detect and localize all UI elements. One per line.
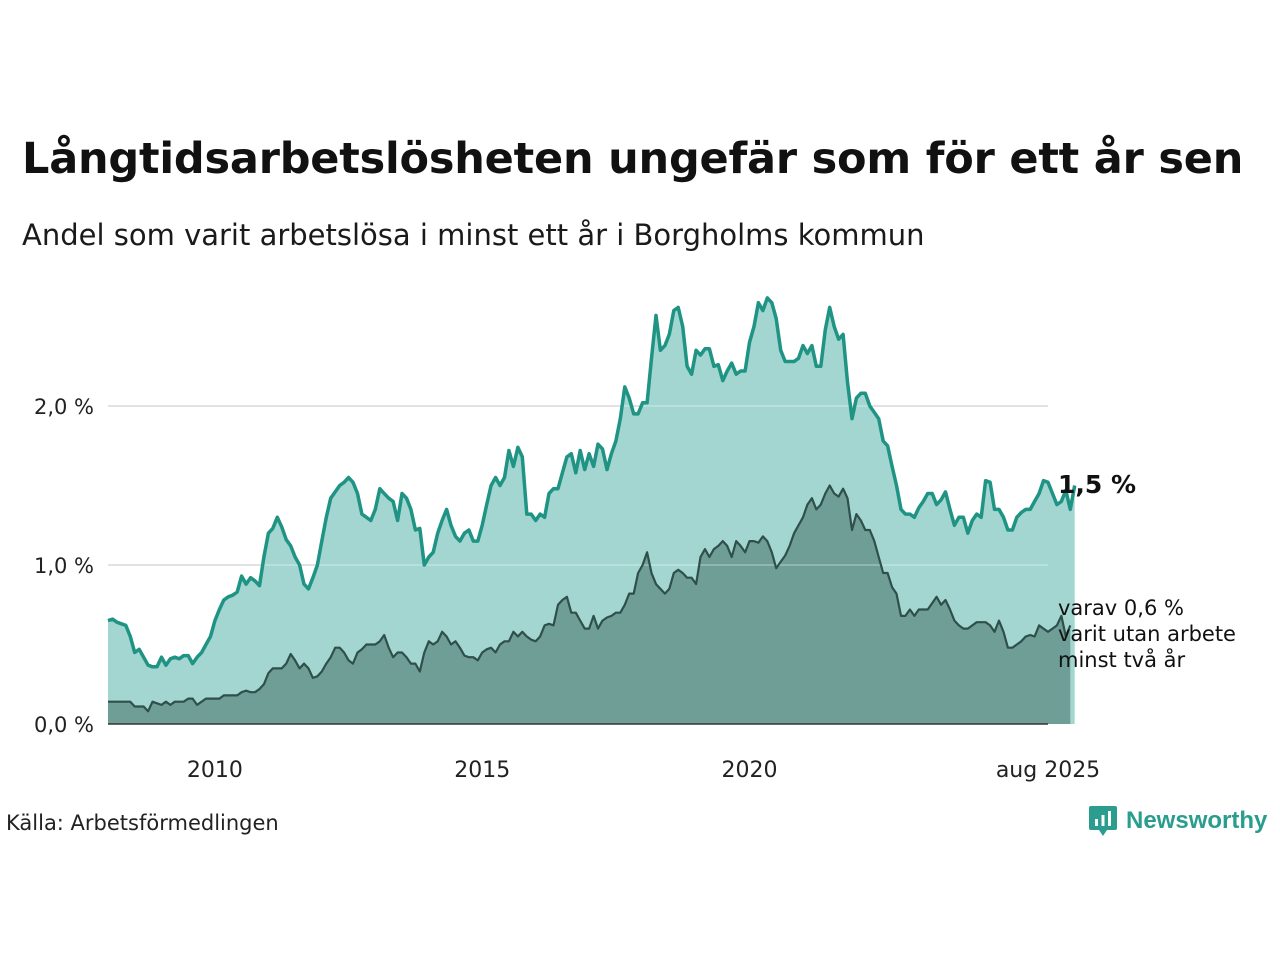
x-tick-label: 2010 [187, 758, 243, 783]
source-note: Källa: Arbetsförmedlingen [6, 811, 279, 835]
sub-end-label-line3: minst två år [1058, 648, 1186, 672]
sub-end-label-line2: varit utan arbete [1058, 622, 1236, 646]
y-tick-label: 2,0 % [34, 395, 94, 419]
x-tick-label: 2015 [454, 758, 510, 783]
sub-end-label-line1: varav 0,6 % [1058, 596, 1184, 620]
sub-series-line [108, 484, 1072, 713]
sub-series-area [108, 485, 1071, 724]
series-lines [107, 296, 1077, 713]
series-areas [108, 297, 1075, 724]
axes: 0,0 % 1,0 % 2,0 % 2010 2015 2020 aug 2025 [34, 395, 1100, 783]
total-series-line [107, 296, 1077, 669]
x-tick-label: aug 2025 [996, 758, 1100, 783]
chart-title: Långtidsarbetslösheten ungefär som för e… [22, 134, 1244, 184]
brand-name: Newsworthy [1126, 807, 1268, 834]
x-tick-label: 2020 [722, 758, 778, 783]
sub-end-label: varav 0,6 % varit utan arbete minst två … [1058, 595, 1258, 673]
y-tick-label: 0,0 % [34, 713, 94, 737]
y-tick-label: 1,0 % [34, 554, 94, 578]
total-end-label: 1,5 % [1058, 470, 1137, 499]
brand-logo[interactable]: Newsworthy [1088, 804, 1267, 838]
chart-subtitle: Andel som varit arbetslösa i minst ett å… [22, 218, 925, 252]
newsworthy-logo-icon [1089, 806, 1117, 836]
